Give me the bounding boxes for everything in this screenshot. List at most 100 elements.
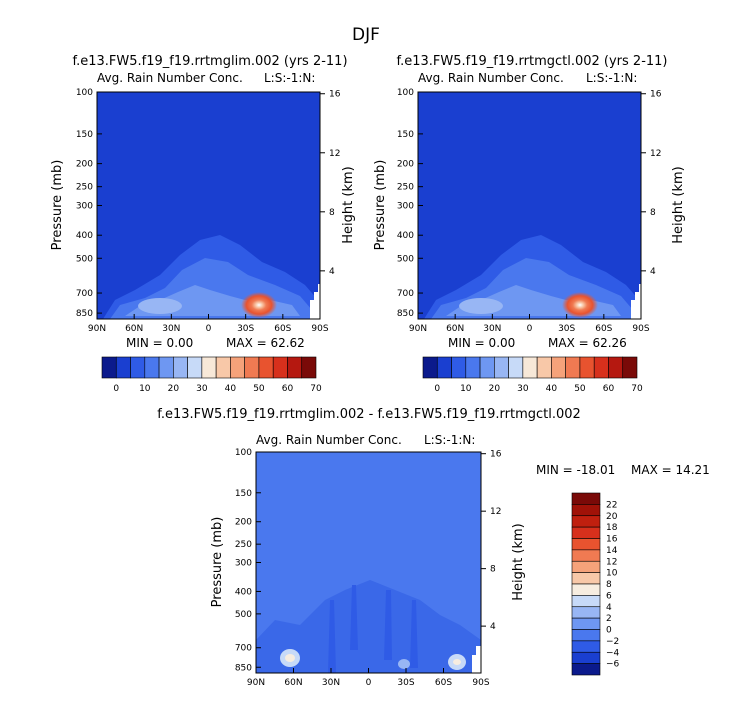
panel-2-ylabel: Pressure (mb) (373, 160, 388, 251)
y2-tick-label: 8 (650, 208, 656, 218)
colorbar-swatch (508, 356, 524, 379)
panel-2-min-label: MIN = 0.00 (448, 336, 515, 350)
y2-tick-label: 16 (490, 450, 502, 460)
y-tick-label: 300 (235, 559, 252, 569)
colorbar-label: −6 (606, 660, 620, 670)
y2-tick-label: 8 (490, 565, 496, 575)
y-tick-label: 250 (235, 540, 252, 550)
y-tick-label: 850 (76, 309, 93, 319)
panel-1-title: f.e13.FW5.f19_f19.rrtmglim.002 (yrs 2-11… (72, 54, 347, 69)
panel-1-contour-light (138, 298, 182, 314)
colorbar-label: 0 (434, 384, 440, 394)
colorbar-swatch (187, 356, 203, 379)
colorbar-swatch (201, 356, 217, 379)
colorbar-swatch (144, 356, 160, 379)
colorbar-swatch (571, 663, 601, 676)
colorbar-swatch (579, 356, 595, 379)
panel-3-anomaly-center (398, 659, 410, 669)
colorbar-label: 60 (282, 384, 294, 394)
colorbar-label: 70 (631, 384, 643, 394)
colorbar-label: 12 (606, 557, 617, 567)
panel-1-topography (310, 284, 320, 319)
y-tick-label: 700 (76, 289, 93, 299)
colorbar-swatch (422, 356, 438, 379)
panel-2-peak (562, 292, 598, 318)
page-title: DJF (352, 25, 380, 45)
panel-1-y2label: Height (km) (341, 166, 356, 243)
panel-1: f.e13.FW5.f19_f19.rrtmglim.002 (yrs 2-11… (50, 54, 356, 394)
y-tick-label: 500 (76, 254, 93, 264)
panel-1-subtitle-left: Avg. Rain Number Conc. (97, 71, 243, 85)
y-tick-label: 150 (235, 489, 252, 499)
panel-3-anomaly-east-core (453, 659, 461, 665)
colorbar-swatch (571, 549, 601, 562)
panel-1-peak (241, 292, 277, 318)
panel-3-axes: 90N 60N 30N 0 30S 60S 90S 100 150 200 250 300 400 500… (235, 448, 502, 688)
colorbar-swatch (571, 492, 601, 505)
x-tick-label: 90N (88, 324, 106, 334)
colorbar-label: 50 (253, 384, 265, 394)
colorbar-swatch (571, 526, 601, 539)
colorbar-swatch (173, 356, 188, 379)
x-tick-label: 90S (472, 678, 489, 688)
colorbar-swatch (571, 504, 601, 517)
colorbar-swatch (101, 356, 117, 379)
colorbar-label: 0 (606, 626, 612, 636)
x-tick-label: 60S (274, 324, 291, 334)
panel-3-subtitle-left: Avg. Rain Number Conc. (256, 433, 402, 447)
x-tick-label: 60N (125, 324, 143, 334)
panel-2-y2label: Height (km) (671, 166, 686, 243)
colorbar-swatch (571, 617, 601, 630)
x-tick-label: 60N (446, 324, 464, 334)
colorbar-swatch (479, 356, 495, 379)
colorbar-swatch (571, 572, 601, 585)
colorbar-label: 0 (113, 384, 119, 394)
x-tick-label: 30N (483, 324, 501, 334)
colorbar-label: 20 (489, 384, 501, 394)
colorbar-label: 40 (225, 384, 237, 394)
y-tick-label: 700 (397, 289, 414, 299)
panel-1-min-label: MIN = 0.00 (126, 336, 193, 350)
colorbar-label: 30 (196, 384, 208, 394)
x-tick-label: 60S (595, 324, 612, 334)
panel-3: f.e13.FW5.f19_f19.rrtmglim.002 - f.e13.F… (157, 407, 710, 688)
colorbar-label: 10 (139, 384, 151, 394)
panel-2-contour-light (459, 298, 503, 314)
colorbar-swatch (571, 606, 601, 619)
x-tick-label: 0 (366, 678, 372, 688)
colorbar-swatch (230, 356, 245, 379)
colorbar-swatch (215, 356, 231, 379)
colorbar-swatch (436, 356, 452, 379)
panel-3-title: f.e13.FW5.f19_f19.rrtmglim.002 - f.e13.F… (157, 407, 581, 422)
x-tick-label: 0 (206, 324, 212, 334)
y-tick-label: 500 (397, 254, 414, 264)
panel-2-plot (417, 91, 642, 320)
panel-1-max-label: MAX = 62.62 (226, 336, 305, 350)
x-tick-label: 30S (397, 678, 414, 688)
colorbar-label: 10 (606, 569, 618, 579)
panel-2-subtitle-right: L:S:-1:N: (586, 71, 637, 85)
panel-2-topography (631, 284, 641, 319)
colorbar-swatch (115, 356, 131, 379)
panel-3-subtitle-right: L:S:-1:N: (424, 433, 475, 447)
y-tick-label: 100 (397, 88, 414, 98)
colorbar-label: 18 (606, 523, 618, 533)
colorbar-label: 20 (606, 512, 618, 522)
panel-3-streak-b (350, 585, 358, 650)
colorbar-swatch (571, 629, 601, 642)
colorbar-swatch (571, 651, 601, 664)
x-tick-label: 30N (322, 678, 340, 688)
colorbar-swatch (571, 595, 601, 608)
y-tick-label: 700 (235, 644, 252, 654)
panel-2-subtitle-left: Avg. Rain Number Conc. (418, 71, 564, 85)
panel-3-min-label: MIN = -18.01 (536, 463, 615, 477)
x-tick-label: 60S (435, 678, 452, 688)
colorbar-label: 70 (310, 384, 322, 394)
x-tick-label: 30S (558, 324, 575, 334)
y2-tick-label: 4 (490, 622, 496, 632)
panel-3-y2label: Height (km) (511, 523, 526, 600)
y-tick-label: 150 (76, 130, 93, 140)
y-tick-label: 850 (397, 309, 414, 319)
colorbar-label: 2 (606, 614, 612, 624)
panel-3-streak-a (328, 600, 336, 673)
